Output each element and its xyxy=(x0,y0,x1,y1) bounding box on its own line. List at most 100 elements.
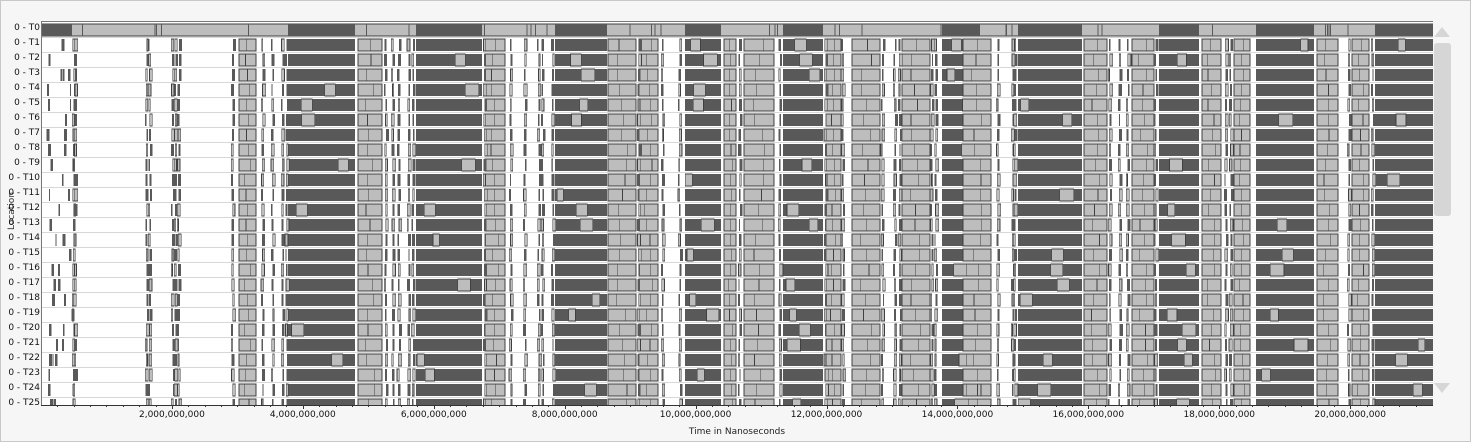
event-block[interactable] xyxy=(145,353,148,367)
event-block[interactable] xyxy=(1155,339,1158,351)
event-block[interactable] xyxy=(730,203,737,217)
event-block[interactable] xyxy=(1051,248,1064,262)
event-block[interactable] xyxy=(1018,324,1082,336)
event-block[interactable] xyxy=(1011,248,1015,262)
event-block[interactable] xyxy=(288,264,355,276)
event-block[interactable] xyxy=(861,68,881,82)
event-block[interactable] xyxy=(1018,129,1082,141)
event-block[interactable] xyxy=(825,248,834,262)
event-block[interactable] xyxy=(145,248,149,262)
event-block[interactable] xyxy=(1316,38,1326,52)
event-block[interactable] xyxy=(997,173,1001,187)
event-block[interactable] xyxy=(894,338,897,352)
event-block[interactable] xyxy=(778,39,782,51)
event-block[interactable] xyxy=(411,99,415,111)
event-block[interactable] xyxy=(509,189,512,201)
event-block[interactable] xyxy=(1131,188,1143,202)
event-block[interactable] xyxy=(685,189,721,201)
event-block[interactable] xyxy=(42,23,1433,37)
event-block[interactable] xyxy=(1145,323,1155,337)
event-block[interactable] xyxy=(1360,218,1370,232)
event-block[interactable] xyxy=(1224,339,1227,351)
event-block[interactable] xyxy=(1261,368,1271,382)
event-block[interactable] xyxy=(171,324,174,336)
event-block[interactable] xyxy=(1012,69,1016,81)
event-block[interactable] xyxy=(1013,354,1016,366)
event-block[interactable] xyxy=(494,218,506,232)
event-block[interactable] xyxy=(1119,174,1123,186)
event-block[interactable] xyxy=(607,158,627,172)
event-block[interactable] xyxy=(262,69,266,81)
event-block[interactable] xyxy=(357,68,367,82)
event-block[interactable] xyxy=(149,219,152,231)
event-block[interactable] xyxy=(1109,143,1112,157)
event-block[interactable] xyxy=(962,338,976,352)
event-block[interactable] xyxy=(833,383,842,397)
event-block[interactable] xyxy=(1099,263,1108,277)
event-block[interactable] xyxy=(245,218,257,232)
event-block[interactable] xyxy=(743,293,755,307)
event-block[interactable] xyxy=(1108,384,1111,396)
event-block[interactable] xyxy=(1155,39,1159,51)
event-block[interactable] xyxy=(1326,368,1339,382)
event-block[interactable] xyxy=(1375,234,1433,246)
event-block[interactable] xyxy=(172,279,175,291)
event-block[interactable] xyxy=(685,234,721,246)
event-block[interactable] xyxy=(739,99,742,111)
event-block[interactable] xyxy=(607,128,623,142)
event-block[interactable] xyxy=(1092,353,1108,367)
event-block[interactable] xyxy=(1240,98,1251,112)
event-block[interactable] xyxy=(1013,263,1017,277)
event-block[interactable] xyxy=(976,323,992,337)
event-block[interactable] xyxy=(412,234,416,246)
event-block[interactable] xyxy=(281,338,285,352)
event-block[interactable] xyxy=(823,128,827,142)
event-block[interactable] xyxy=(247,308,257,322)
event-block[interactable] xyxy=(629,24,631,36)
event-block[interactable] xyxy=(261,128,265,142)
event-block[interactable] xyxy=(523,219,525,231)
event-block[interactable] xyxy=(962,368,978,382)
event-block[interactable] xyxy=(172,114,175,126)
event-block[interactable] xyxy=(374,383,383,397)
event-block[interactable] xyxy=(1159,69,1199,81)
event-block[interactable] xyxy=(1300,38,1309,52)
event-block[interactable] xyxy=(177,309,181,321)
event-block[interactable] xyxy=(408,308,412,322)
event-block[interactable] xyxy=(723,38,731,52)
event-block[interactable] xyxy=(331,353,344,367)
event-block[interactable] xyxy=(416,24,482,36)
event-block[interactable] xyxy=(851,353,871,367)
event-block[interactable] xyxy=(407,324,410,336)
event-block[interactable] xyxy=(301,113,315,127)
event-block[interactable] xyxy=(661,189,664,201)
event-block[interactable] xyxy=(1256,234,1314,246)
event-block[interactable] xyxy=(238,263,251,277)
event-block[interactable] xyxy=(238,218,247,232)
event-block[interactable] xyxy=(894,353,898,367)
event-block[interactable] xyxy=(262,53,266,67)
event-block[interactable] xyxy=(778,338,782,352)
event-block[interactable] xyxy=(685,384,721,396)
event-block[interactable] xyxy=(338,158,349,172)
event-block[interactable] xyxy=(723,338,731,352)
event-block[interactable] xyxy=(616,53,637,67)
event-block[interactable] xyxy=(416,294,482,306)
event-block[interactable] xyxy=(398,189,402,201)
event-block[interactable] xyxy=(1014,129,1018,141)
event-block[interactable] xyxy=(637,84,640,96)
event-block[interactable] xyxy=(494,368,506,382)
event-block[interactable] xyxy=(260,98,264,112)
event-block[interactable] xyxy=(74,204,78,216)
event-block[interactable] xyxy=(172,354,175,366)
event-block[interactable] xyxy=(357,338,366,352)
event-block[interactable] xyxy=(416,384,482,396)
event-block[interactable] xyxy=(451,24,453,36)
event-block[interactable] xyxy=(638,368,651,382)
event-block[interactable] xyxy=(607,38,620,52)
event-block[interactable] xyxy=(464,24,466,36)
event-block[interactable] xyxy=(1316,218,1329,232)
event-block[interactable] xyxy=(537,128,541,142)
event-block[interactable] xyxy=(555,354,607,366)
event-block[interactable] xyxy=(730,143,737,157)
